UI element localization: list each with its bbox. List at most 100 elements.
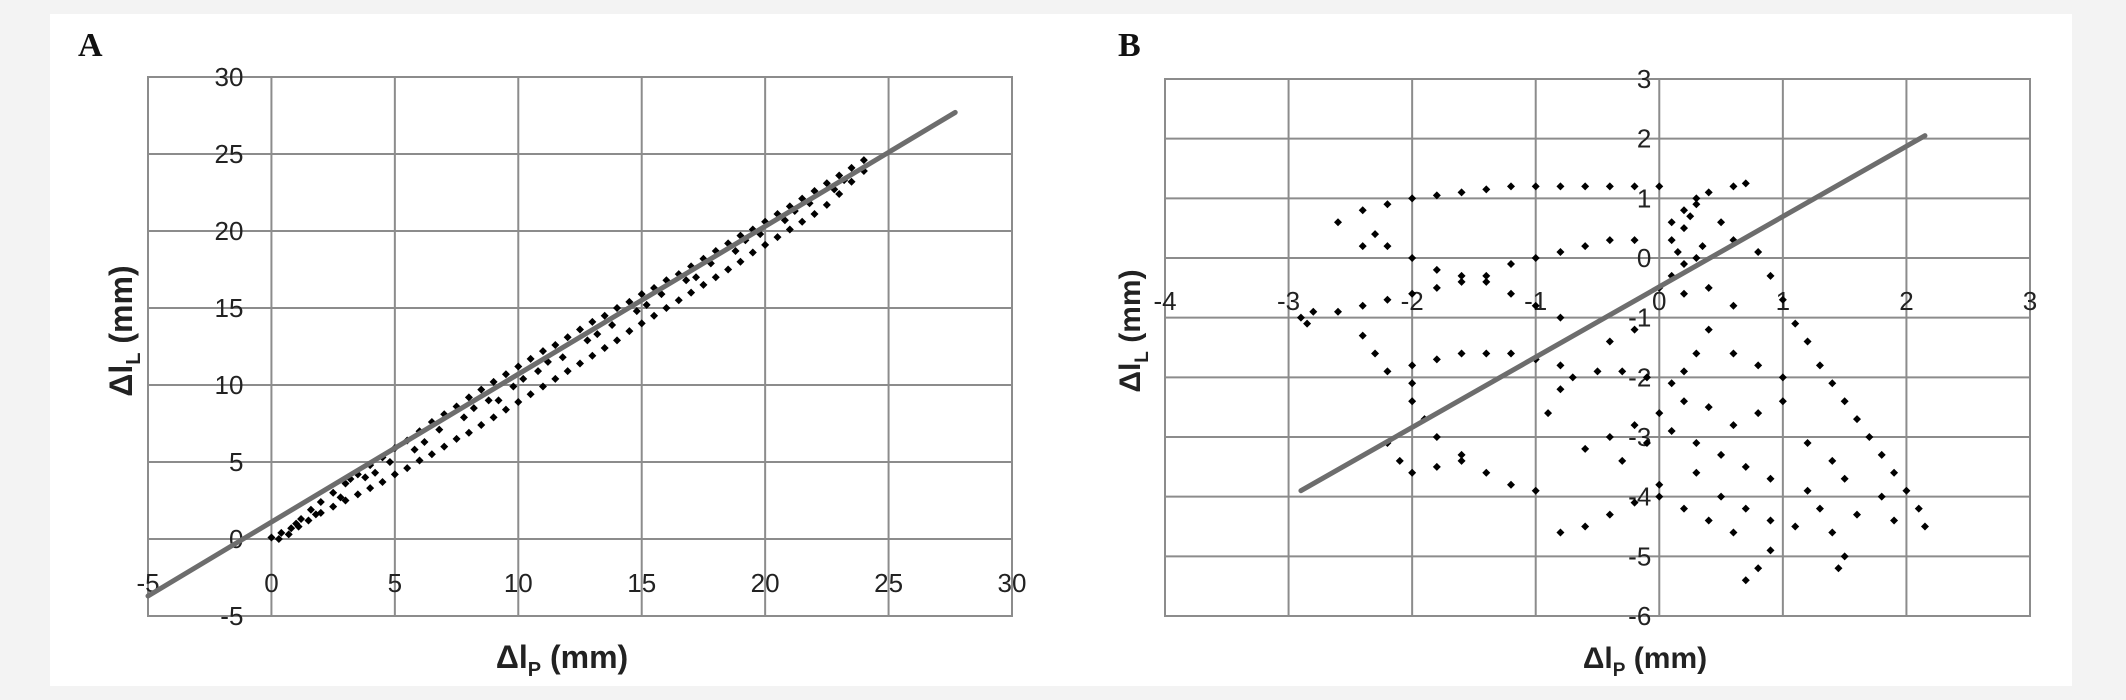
data-point [608, 320, 617, 329]
data-point [420, 437, 429, 446]
x-axis-label-b: ΔlP (mm) [1583, 642, 1707, 681]
data-point [1556, 182, 1565, 191]
data-point [287, 524, 296, 533]
data-point [494, 396, 503, 405]
data-point [1408, 194, 1417, 203]
data-point [1605, 236, 1614, 245]
data-point [1692, 194, 1701, 203]
data-point [847, 177, 856, 186]
data-point [1544, 409, 1553, 418]
data-point [736, 257, 745, 266]
data-point [583, 336, 592, 345]
data-point [534, 367, 543, 376]
data-point [1680, 224, 1688, 233]
data-point [1692, 254, 1701, 262]
data-point [1803, 486, 1812, 495]
data-point [1655, 492, 1664, 501]
data-point [558, 353, 567, 362]
data-point [538, 382, 547, 391]
y-tick-label: -1 [1628, 303, 1651, 333]
data-point [1432, 462, 1441, 471]
data-point [1667, 218, 1676, 227]
data-point [835, 190, 844, 199]
x-tick-label: -2 [1401, 286, 1424, 316]
data-point [1531, 254, 1540, 262]
data-point [625, 327, 634, 336]
data-point [551, 374, 560, 383]
data-point [1556, 248, 1565, 257]
data-point [1383, 242, 1392, 251]
data-point [1605, 337, 1614, 346]
x-tick-label: 20 [751, 568, 780, 598]
data-point [1383, 367, 1392, 376]
data-point [1432, 191, 1441, 200]
data-point [1704, 188, 1713, 197]
y-tick-label: -3 [1628, 422, 1651, 452]
data-point [274, 535, 283, 543]
data-point [613, 336, 622, 345]
data-point [1834, 564, 1843, 573]
y-axis-label-a: ΔlL (mm) [103, 265, 145, 396]
data-point [1432, 433, 1441, 441]
data-point [435, 425, 444, 434]
y-tick-label: 2 [1637, 124, 1651, 154]
data-point [613, 304, 622, 312]
y-tick-label: -5 [1628, 541, 1651, 571]
data-point [699, 280, 708, 289]
data-point [311, 510, 320, 519]
data-point [1358, 206, 1367, 215]
data-point [650, 311, 659, 320]
data-point [1507, 259, 1515, 268]
data-point [361, 473, 370, 482]
data-point [1556, 385, 1565, 394]
panel-label-a: A [78, 27, 103, 64]
data-point [1457, 277, 1466, 286]
data-point [1581, 182, 1590, 191]
data-point [1877, 450, 1886, 459]
data-point [711, 273, 720, 282]
data-point [277, 528, 286, 537]
data-point [452, 434, 461, 443]
data-point [1408, 397, 1417, 406]
data-point [1482, 277, 1491, 286]
data-point [1853, 510, 1861, 519]
data-point [1531, 182, 1540, 191]
x-tick-label: -3 [1277, 286, 1300, 316]
data-point [1815, 504, 1824, 513]
data-point [731, 247, 740, 256]
data-point [588, 317, 597, 326]
data-point [329, 502, 338, 511]
data-point [1581, 522, 1590, 531]
data-point [822, 200, 831, 209]
data-point [297, 514, 306, 523]
data-point [385, 458, 394, 466]
x-tick-label: 2 [1899, 286, 1913, 316]
data-point [1704, 516, 1713, 525]
data-point [1890, 516, 1899, 525]
data-point [810, 210, 819, 219]
data-point [576, 325, 584, 334]
data-point [1457, 456, 1466, 465]
data-point [1630, 421, 1639, 430]
plot-frame [1164, 78, 2031, 617]
data-point [1408, 468, 1417, 477]
data-point [459, 413, 468, 422]
data-point [1383, 295, 1392, 304]
data-point [538, 347, 547, 356]
data-point [1754, 409, 1763, 418]
data-point [1383, 200, 1392, 209]
data-point [1704, 283, 1713, 292]
data-point [1531, 301, 1540, 310]
data-point [1791, 319, 1800, 328]
data-point [1754, 564, 1763, 573]
data-point [1642, 438, 1651, 447]
data-point [551, 340, 560, 349]
data-point [1630, 325, 1639, 334]
data-point [682, 276, 691, 285]
x-axis-label-a: ΔlP (mm) [496, 639, 628, 681]
data-point [1507, 480, 1515, 489]
y-tick-label: 3 [1637, 64, 1651, 94]
x-tick-label: 25 [874, 568, 903, 598]
data-point [1729, 349, 1738, 358]
